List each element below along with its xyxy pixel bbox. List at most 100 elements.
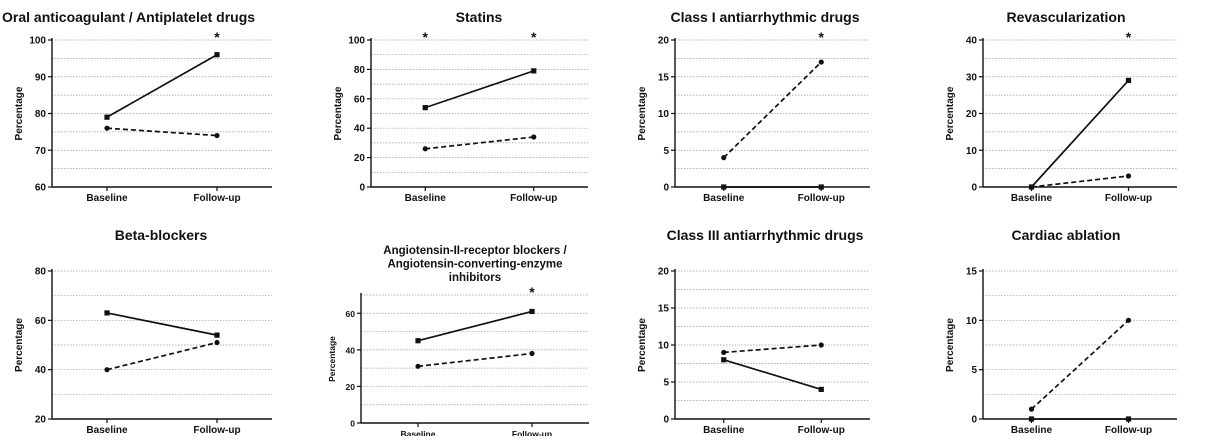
dashed-series-line: [417, 352, 533, 368]
y-tick-label: 40: [346, 345, 356, 355]
square-marker: [104, 310, 110, 316]
circle-marker: [721, 155, 727, 161]
x-tick-label: Follow-up: [193, 425, 240, 436]
circle-marker: [1125, 173, 1132, 179]
x-tick-label: Baseline: [86, 193, 128, 204]
chart-title: Statins: [456, 9, 503, 25]
square-marker: [1028, 416, 1035, 422]
y-tick-label: 5: [971, 365, 977, 376]
dashed-series-line: [1031, 175, 1129, 188]
y-tick-label: 0: [663, 415, 669, 426]
y-tick-label: 70: [35, 146, 47, 157]
x-tick-label: Baseline: [703, 425, 745, 436]
y-axis-label: Percentage: [637, 318, 648, 372]
chart-svg: Revascularization 0 10 20 30 40 Percentage Base…: [945, 9, 1177, 204]
y-tick-label: 5: [663, 146, 669, 157]
dashed-series-line: [106, 127, 218, 137]
chart-svg: Statins 0 20 40 60 80 100 Percentage Baseline Fol…: [333, 9, 588, 204]
chart-title: Class I antiarrhythmic drugs: [670, 9, 859, 25]
square-marker: [214, 52, 220, 58]
circle-marker: [721, 349, 727, 355]
y-tick-label: 20: [354, 153, 366, 164]
circle-marker: [1028, 406, 1035, 412]
x-tick-label: Baseline: [1011, 425, 1053, 436]
y-tick-label: 60: [346, 309, 356, 319]
y-tick-label: 80: [354, 65, 366, 76]
y-tick-label: 20: [966, 109, 978, 120]
circle-marker: [818, 59, 824, 65]
chart-svg: Angiotensin-II-receptor blockers / Angiot…: [327, 245, 589, 439]
square-marker: [818, 184, 824, 190]
y-axis-label: Percentage: [14, 318, 25, 372]
x-tick-label: Follow-up: [512, 429, 552, 436]
y-tick-label: 80: [35, 109, 47, 120]
dashed-series-line: [723, 344, 822, 354]
y-tick-label: 15: [658, 72, 670, 83]
significance-asterisk: *: [423, 29, 429, 45]
circle-marker: [531, 134, 537, 140]
circle-marker: [415, 363, 421, 369]
y-axis-label: Percentage: [333, 86, 344, 140]
dashed-series-line: [723, 61, 822, 159]
chart-title: Class III antiarrhythmic drugs: [667, 227, 864, 243]
solid-series-line: [723, 358, 822, 391]
chart-panel: Class III antiarrhythmic drugs 0 5 10 15 20 Pe…: [600, 218, 910, 436]
y-tick-label: 100: [348, 36, 365, 47]
y-tick-label: 40: [354, 124, 366, 135]
x-tick-label: Baseline: [401, 429, 436, 436]
circle-marker: [214, 132, 220, 139]
dashed-series-line: [425, 136, 534, 150]
chart-title: Revascularization: [1006, 9, 1125, 25]
square-marker: [1125, 416, 1132, 422]
square-marker: [214, 332, 220, 338]
y-tick-label: 40: [966, 36, 978, 47]
y-tick-label: 10: [658, 109, 670, 120]
y-tick-label: 5: [663, 378, 669, 389]
x-tick-label: Follow-up: [1105, 193, 1152, 204]
solid-series-line: [424, 70, 535, 109]
y-tick-label: 20: [658, 36, 670, 47]
y-tick-label: 60: [35, 183, 47, 194]
square-marker: [415, 338, 421, 344]
chart-svg: Beta-blockers 20 40 60 80 Percentage Baseline F…: [14, 227, 272, 436]
chart-svg: Oral anticoagulant / Antiplatelet drugs 6…: [2, 9, 272, 204]
y-tick-label: 20: [658, 267, 670, 278]
y-tick-label: 60: [35, 316, 47, 327]
solid-series-line: [417, 310, 533, 342]
x-tick-label: Follow-up: [798, 193, 845, 204]
circle-marker: [104, 367, 110, 373]
significance-asterisk: *: [214, 29, 220, 45]
y-tick-label: 20: [346, 382, 356, 392]
significance-asterisk: *: [529, 284, 535, 300]
solid-series-line: [106, 53, 218, 118]
circle-marker: [104, 125, 110, 131]
y-tick-label: 30: [966, 72, 978, 83]
x-tick-label: Baseline: [1011, 193, 1053, 204]
y-tick-label: 0: [359, 183, 365, 194]
square-marker: [104, 114, 110, 120]
y-axis-label: Percentage: [637, 86, 648, 140]
significance-asterisk: *: [819, 29, 825, 45]
dashed-series-line: [106, 341, 218, 371]
y-tick-label: 10: [966, 146, 978, 157]
chart-title: Oral anticoagulant / Antiplatelet drugs: [2, 9, 255, 25]
chart-title: Angiotensin-II-receptor blockers /: [383, 245, 567, 257]
y-axis-label: Percentage: [945, 318, 956, 372]
y-tick-label: 15: [658, 304, 670, 315]
y-tick-label: 0: [350, 419, 355, 429]
square-marker: [529, 308, 535, 315]
circle-marker: [422, 146, 428, 152]
y-tick-label: 60: [354, 94, 366, 105]
chart-panel: Angiotensin-II-receptor blockers / Angiot…: [300, 218, 600, 439]
solid-series-line: [1030, 79, 1130, 188]
chart-panel: Oral anticoagulant / Antiplatelet drugs 6…: [0, 0, 300, 218]
chart-svg: Cardiac ablation 0 5 10 15 Percentage Baseline…: [945, 227, 1177, 436]
chart-panel: Class I antiarrhythmic drugs 0 5 10 15 20 Perc…: [600, 0, 910, 218]
chart-panel: Statins 0 20 40 60 80 100 Percentage Baseline Fol…: [300, 0, 600, 218]
square-marker: [422, 105, 428, 111]
dashed-series-line: [1030, 319, 1130, 410]
x-tick-label: Baseline: [86, 425, 128, 436]
chart-svg: Class I antiarrhythmic drugs 0 5 10 15 20 Perc…: [637, 9, 870, 204]
x-tick-label: Follow-up: [193, 193, 240, 204]
chart-svg: Class III antiarrhythmic drugs 0 5 10 15 20 Pe…: [637, 227, 870, 436]
